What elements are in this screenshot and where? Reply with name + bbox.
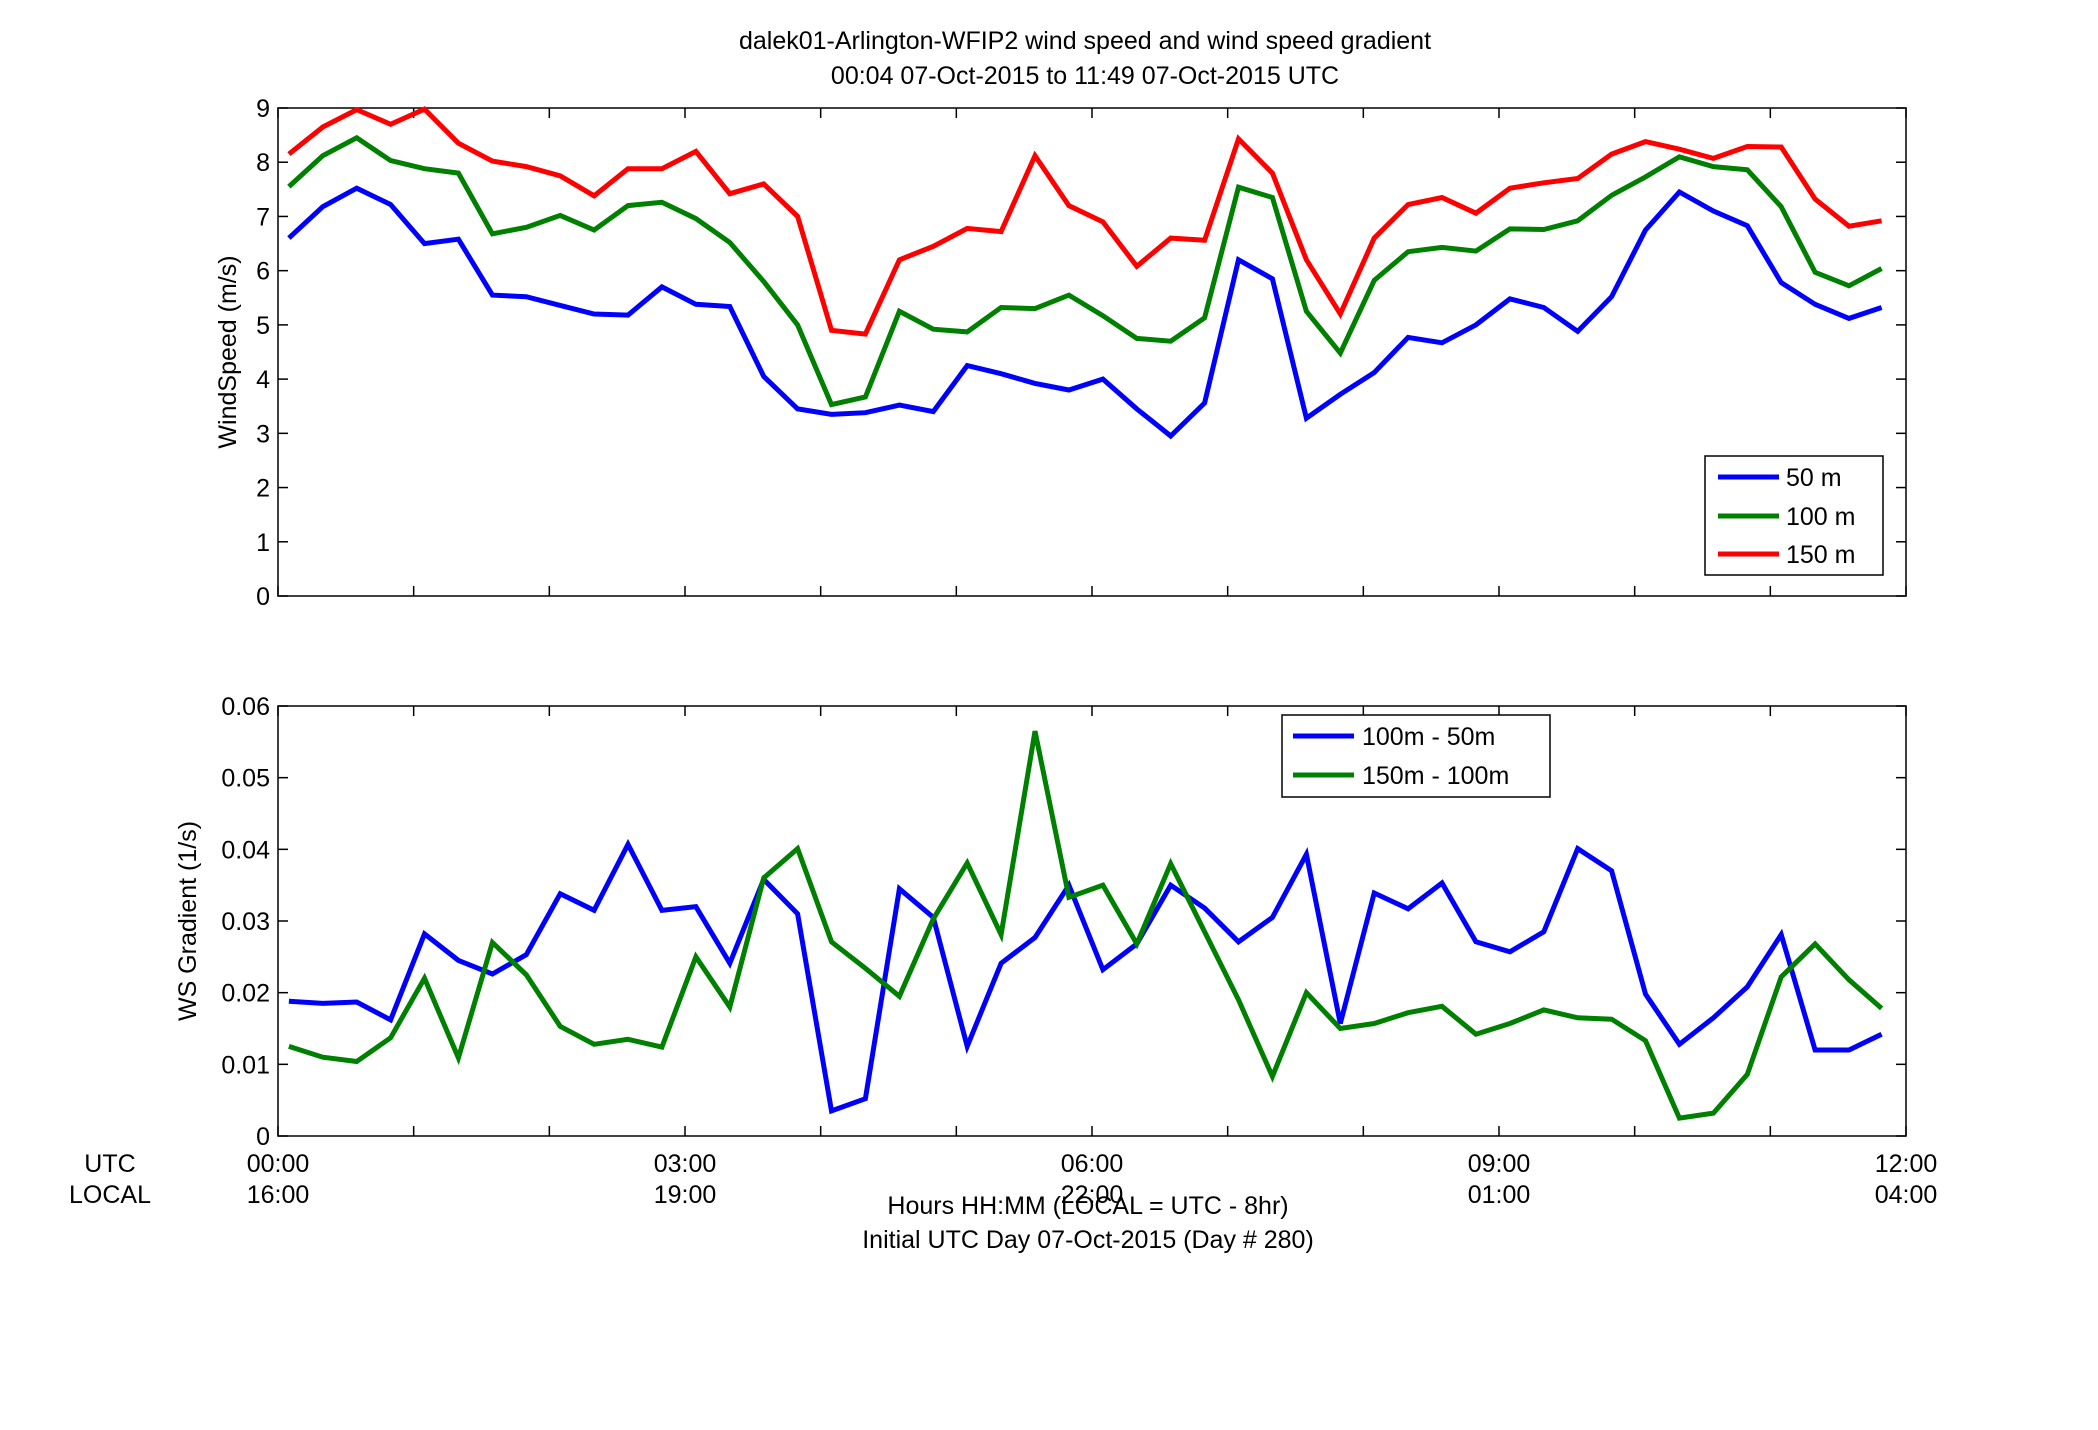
x-tick-label-utc: 00:00 (247, 1150, 310, 1178)
windspeed-y-ticks: 0 1 2 3 4 5 6 7 8 9 (256, 95, 1906, 611)
windspeed-plot-frame (277, 107, 1907, 597)
windspeed-series-line-0 (287, 185, 1883, 440)
gradient-panel: 0 0.01 0.02 0.03 0.04 0.05 0.06 WS Gradient (1… (174, 693, 1907, 1151)
x-tick-label-local: 19:00 (654, 1181, 717, 1209)
gradient-y-tick-label: 0.05 (221, 765, 270, 793)
gradient-y-tick-label: 0.01 (221, 1051, 270, 1079)
x-axis-label-line2: Initial UTC Day 07-Oct-2015 (Day # 280) (862, 1226, 1314, 1254)
windspeed-y-tick-label: 1 (256, 529, 270, 557)
gradient-series (288, 730, 1884, 1121)
gradient-y-tick-label: 0.04 (221, 836, 270, 864)
x-tick-label-utc: 12:00 (1875, 1150, 1938, 1178)
x-tick-label-utc: 03:00 (654, 1150, 717, 1178)
windspeed-y-tick-label: 2 (256, 475, 270, 503)
x-tick-label-utc: 09:00 (1468, 1150, 1531, 1178)
windspeed-y-tick-label: 9 (256, 95, 270, 123)
gradient-series-line-1 (288, 730, 1884, 1121)
legend-label-50m: 50 m (1786, 464, 1842, 492)
gradient-plot-frame (277, 705, 1907, 1137)
windspeed-y-tick-label: 4 (256, 366, 270, 394)
gradient-y-axis-label: WS Gradient (1/s) (174, 821, 202, 1021)
x-tick-label-local: 04:00 (1875, 1181, 1938, 1209)
x-tick-label-local: 01:00 (1468, 1181, 1531, 1209)
legend-label-100m-50m: 100m - 50m (1362, 723, 1495, 751)
x-tick-label-local: 16:00 (247, 1181, 310, 1209)
windspeed-y-tick-label: 3 (256, 420, 270, 448)
local-row-label: LOCAL (69, 1181, 151, 1209)
gradient-y-tick-label: 0 (256, 1123, 270, 1151)
gradient-y-tick-label: 0.06 (221, 693, 270, 721)
windspeed-y-tick-label: 8 (256, 149, 270, 177)
gradient-series-line-0 (288, 838, 1883, 1115)
windspeed-y-tick-label: 7 (256, 203, 270, 231)
gradient-y-tick-label: 0.03 (221, 908, 270, 936)
legend-label-100m: 100 m (1786, 503, 1855, 531)
chart-title-line2: 00:04 07-Oct-2015 to 11:49 07-Oct-2015 U… (831, 62, 1339, 90)
windspeed-series-line-1 (287, 134, 1883, 408)
utc-row-label: UTC (84, 1150, 135, 1178)
x-axis-label-line1: Hours HH:MM (LOCAL = UTC - 8hr) (887, 1192, 1288, 1220)
gradient-legend-box (1281, 714, 1551, 798)
windspeed-series (287, 106, 1883, 440)
x-tick-labels: 00:00 16:00 03:00 19:00 06:00 22:00 09:00 01:00… (247, 1150, 1938, 1209)
windspeed-legend: 50 m 100 m 150 m (1704, 455, 1884, 576)
windspeed-series-line-2 (287, 106, 1883, 337)
legend-label-150m: 150 m (1786, 541, 1855, 569)
gradient-legend: 100m - 50m 150m - 100m (1281, 714, 1551, 798)
chart-title-line1: dalek01-Arlington-WFIP2 wind speed and w… (739, 27, 1431, 55)
legend-label-150m-100m: 150m - 100m (1362, 762, 1509, 790)
windspeed-y-tick-label: 6 (256, 258, 270, 286)
windspeed-y-axis-label: WindSpeed (m/s) (214, 255, 242, 448)
gradient-y-tick-label: 0.02 (221, 980, 270, 1008)
gradient-x-ticks (277, 706, 1907, 1136)
windspeed-y-tick-label: 0 (256, 583, 270, 611)
gradient-y-ticks: 0 0.01 0.02 0.03 0.04 0.05 0.06 (221, 693, 1906, 1151)
x-tick-label-local: 22:00 (1061, 1181, 1124, 1209)
windspeed-x-ticks (277, 108, 1907, 596)
windspeed-y-tick-label: 5 (256, 312, 270, 340)
windspeed-panel: 0 1 2 3 4 5 6 7 8 9 WindSpeed (m/s) 50 m 100 m 15… (214, 95, 1907, 611)
x-tick-label-utc: 06:00 (1061, 1150, 1124, 1178)
